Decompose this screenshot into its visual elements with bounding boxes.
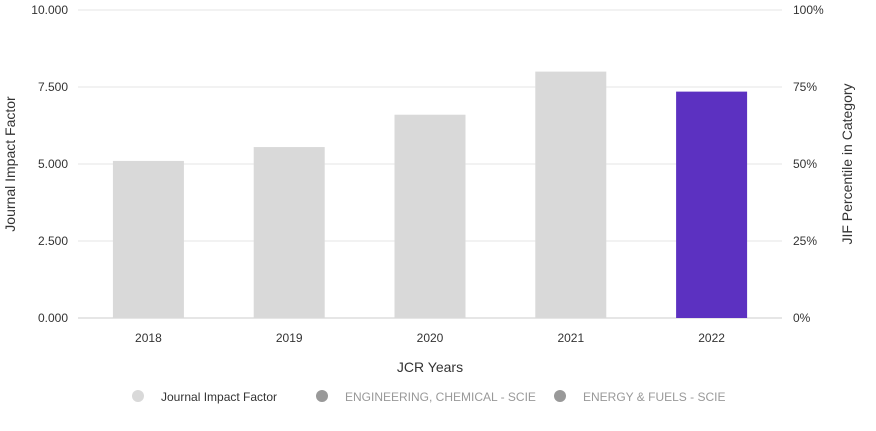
y2-tick-label: 0%	[793, 311, 811, 325]
legend-item[interactable]: Journal Impact Factor	[132, 390, 277, 404]
bars	[112, 71, 748, 319]
legend-marker-icon	[316, 390, 328, 402]
y-axis-left-ticks: 0.000 2.500 5.000 7.500 10.000	[31, 3, 68, 325]
bar-2019[interactable]	[253, 147, 325, 318]
legend-item[interactable]: ENGINEERING, CHEMICAL - SCIE	[316, 390, 536, 404]
bar-2021[interactable]	[535, 71, 607, 318]
y-tick-label: 5.000	[38, 157, 68, 171]
bar-2022[interactable]	[676, 91, 748, 319]
y2-axis-title: JIF Percentile in Category	[839, 83, 855, 244]
y-tick-label: 10.000	[31, 3, 68, 17]
x-tick-label: 2022	[698, 331, 725, 345]
y2-tick-label: 50%	[793, 157, 817, 171]
legend-item[interactable]: ENERGY & FUELS - SCIE	[554, 390, 725, 404]
legend: Journal Impact Factor ENGINEERING, CHEMIC…	[132, 390, 725, 404]
x-tick-label: 2018	[135, 331, 162, 345]
x-axis-ticks: 2018 2019 2020 2021 2022	[135, 331, 725, 345]
y2-tick-label: 25%	[793, 234, 817, 248]
legend-label: ENERGY & FUELS - SCIE	[583, 390, 725, 404]
y2-tick-label: 100%	[793, 3, 824, 17]
y-axis-title: Journal Impact Factor	[2, 96, 18, 232]
legend-marker-icon	[132, 390, 144, 402]
y-tick-label: 7.500	[38, 80, 68, 94]
x-axis-title: JCR Years	[397, 359, 463, 375]
y-tick-label: 0.000	[38, 311, 68, 325]
legend-label: Journal Impact Factor	[161, 390, 277, 404]
legend-label: ENGINEERING, CHEMICAL - SCIE	[345, 390, 536, 404]
bar-2018[interactable]	[112, 160, 184, 318]
bar-2020[interactable]	[394, 114, 466, 318]
y-axis-right-ticks: 0% 25% 50% 75% 100%	[793, 3, 824, 325]
x-tick-label: 2020	[417, 331, 444, 345]
x-tick-label: 2019	[276, 331, 303, 345]
y2-tick-label: 75%	[793, 80, 817, 94]
x-tick-label: 2021	[557, 331, 584, 345]
legend-marker-icon	[554, 390, 566, 402]
y-tick-label: 2.500	[38, 234, 68, 248]
